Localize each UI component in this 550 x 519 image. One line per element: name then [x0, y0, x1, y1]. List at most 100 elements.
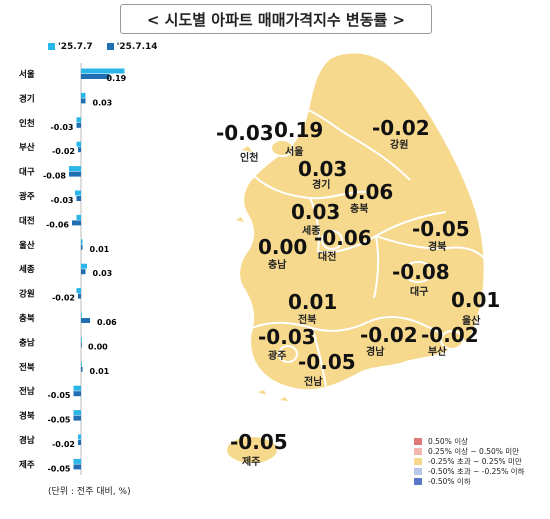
bar-curr	[81, 74, 110, 79]
page-title: < 시도별 아파트 매매가격지수 변동률 >	[120, 4, 432, 34]
bar-curr	[81, 342, 82, 348]
category-label: 충북	[19, 313, 35, 324]
bar-curr	[81, 98, 86, 104]
map-name-jeju: 제주	[242, 457, 261, 468]
bar-curr	[81, 366, 83, 372]
map-name-sejong: 세종	[302, 226, 321, 237]
map-value-daejeon: -0.06	[314, 226, 372, 250]
data-label: 0.03	[93, 98, 113, 107]
legend-swatch-prev	[48, 43, 55, 50]
legend-label-prev: '25.7.7	[58, 42, 93, 52]
map-name-chungbuk: 충북	[350, 204, 369, 215]
unit-note: (단위 : 전주 대비, %)	[48, 487, 131, 497]
bar-prev	[81, 361, 82, 367]
map-value-jeonbuk: 0.01	[288, 290, 338, 314]
data-label: 0.19	[107, 74, 127, 83]
data-label: 0.01	[90, 367, 110, 376]
map-legend-row: -0.50% 이하	[414, 476, 524, 486]
map-name-gyeonggi: 경기	[312, 180, 331, 191]
map-name-jeonbuk: 전북	[298, 315, 317, 326]
category-label: 광주	[19, 191, 35, 202]
bar-prev	[81, 68, 125, 74]
map-value-busan: -0.02	[421, 323, 479, 347]
bar-prev	[81, 239, 83, 245]
legend-item-prev: '25.7.7	[48, 42, 93, 52]
category-label: 충남	[19, 337, 35, 348]
map-value-gyeonggi: 0.03	[298, 157, 348, 181]
data-label: -0.03	[50, 196, 73, 205]
map-name-daejeon: 대전	[318, 252, 337, 263]
map-name-seoul: 서울	[285, 147, 304, 158]
map-value-gyeongnam: -0.02	[360, 323, 418, 347]
map-busan-shape	[440, 330, 464, 350]
category-label: 경기	[19, 93, 35, 104]
map-jeju-shape	[225, 435, 279, 465]
data-label: 0.03	[93, 269, 113, 278]
map-seoul-shape	[270, 139, 294, 157]
data-label: -0.08	[43, 172, 66, 181]
korea-map	[225, 51, 486, 465]
map-name-gyeongnam: 경남	[366, 347, 385, 358]
legend-label-curr: '25.7.14	[116, 42, 158, 52]
map-value-chungnam: 0.00	[258, 235, 308, 259]
map-legend-label: -0.25% 초과 ~ 0.25% 미만	[428, 456, 522, 466]
map-legend-label: 0.25% 이상 ~ 0.50% 미만	[428, 446, 520, 456]
map-name-gwangju: 광주	[268, 351, 287, 362]
map-legend-swatch	[414, 477, 422, 485]
data-label: 0.01	[90, 245, 110, 254]
map-name-jeonnam: 전남	[304, 377, 323, 388]
data-label: -0.02	[52, 440, 75, 449]
map-legend-swatch	[414, 447, 422, 455]
bar-curr	[78, 440, 81, 445]
category-label: 대구	[19, 167, 35, 178]
bar-prev	[75, 190, 81, 196]
category-label: 전북	[19, 362, 35, 373]
map-value-chungbuk: 0.06	[344, 180, 394, 204]
bar-curr	[76, 196, 81, 201]
map-value-daegu: -0.08	[392, 260, 450, 284]
map-legend-swatch	[414, 467, 422, 475]
map-legend: 0.50% 이상 0.25% 이상 ~ 0.50% 미만 -0.25% 초과 ~…	[414, 436, 524, 486]
bar-prev	[76, 214, 81, 220]
legend-item-curr: '25.7.14	[106, 42, 158, 52]
bar-curr	[81, 318, 90, 323]
data-label: 0.00	[88, 342, 108, 351]
category-label: 세종	[19, 264, 35, 275]
map-value-gwangju: -0.03	[258, 325, 316, 349]
map-value-seoul: 0.19	[274, 118, 324, 142]
map-gwangju-shape	[278, 345, 298, 363]
bar-prev	[81, 336, 82, 342]
map-name-busan: 부산	[428, 347, 447, 358]
map-daegu-shape	[403, 261, 433, 283]
category-label: 부산	[19, 142, 35, 153]
chart-legend: '25.7.7 '25.7.14	[48, 42, 158, 52]
map-legend-row: 0.25% 이상 ~ 0.50% 미만	[414, 446, 524, 456]
data-label: -0.02	[52, 294, 75, 303]
map-legend-row: -0.25% 초과 ~ 0.25% 미만	[414, 456, 524, 466]
bar-curr	[73, 415, 81, 421]
data-label: 0.06	[97, 318, 117, 327]
map-daejeon-shape	[321, 230, 343, 250]
legend-swatch-curr	[106, 43, 114, 50]
map-gyeongbuk-divider	[375, 235, 485, 259]
bar-prev	[73, 458, 81, 464]
bar-curr	[78, 147, 81, 153]
map-value-ulsan: 0.01	[451, 288, 501, 312]
category-label: 대전	[19, 215, 35, 226]
bar-prev	[76, 117, 81, 123]
map-name-ulsan: 울산	[462, 316, 481, 327]
bar-curr	[73, 391, 81, 397]
map-legend-label: 0.50% 이상	[428, 436, 469, 446]
category-label: 강원	[19, 289, 35, 300]
map-legend-row: 0.50% 이상	[414, 436, 524, 446]
bar-prev	[73, 385, 81, 391]
map-value-gyeongbuk: -0.05	[412, 217, 470, 241]
category-label: 경남	[19, 435, 35, 446]
map-legend-swatch	[414, 457, 422, 465]
map-name-gyeongbuk: 경북	[428, 242, 447, 253]
bar-prev	[81, 312, 82, 318]
bar-prev	[69, 166, 81, 172]
bar-curr	[69, 171, 81, 177]
category-label: 전남	[19, 386, 35, 397]
bar-curr	[81, 269, 86, 275]
